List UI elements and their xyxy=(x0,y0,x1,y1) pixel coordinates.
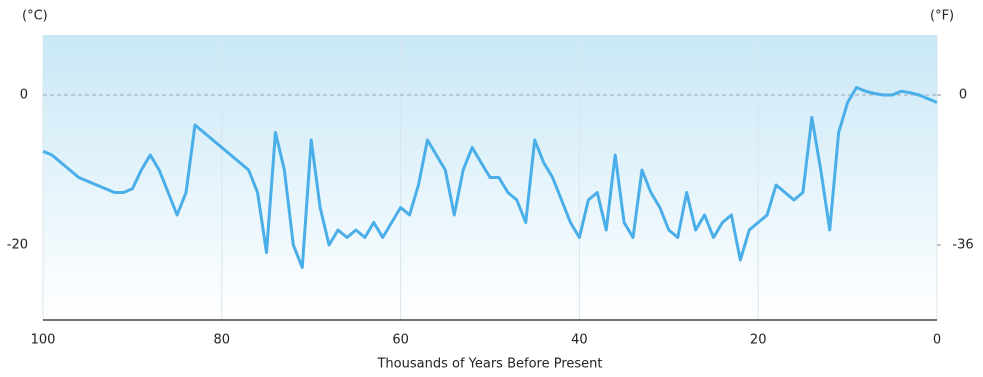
y-axis-label: (°C) xyxy=(22,9,48,24)
x-axis-label: Thousands of Years Before Present xyxy=(376,357,602,372)
data-line xyxy=(42,86,938,269)
y-tick-label: 0 xyxy=(20,88,28,103)
x-tick-label: 100 xyxy=(31,333,56,348)
x-tick-label: 60 xyxy=(392,333,409,348)
x-tick-label: 80 xyxy=(214,333,231,348)
x-tick-label: 20 xyxy=(750,333,767,348)
y2-tick-label: -36 xyxy=(952,238,973,253)
y2-tick-label: 0 xyxy=(959,88,967,103)
x-tick-label: 40 xyxy=(571,333,588,348)
x-tick-label: 0 xyxy=(933,333,941,348)
y-tick-label: -20 xyxy=(7,238,28,253)
y2-axis-label: (°F) xyxy=(930,9,954,24)
